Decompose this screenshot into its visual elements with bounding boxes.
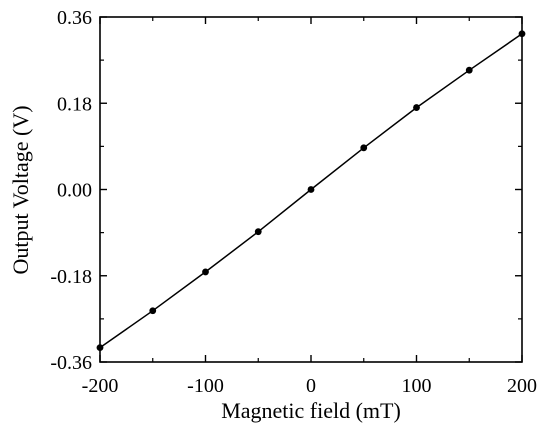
x-tick-label: -200	[82, 375, 119, 397]
y-tick-label: 0.36	[57, 7, 92, 29]
series-points	[96, 30, 526, 352]
x-tick-label: 0	[306, 375, 316, 397]
x-tick-label: -100	[187, 375, 224, 397]
data-point	[360, 144, 368, 152]
y-tick-label: 0.00	[57, 180, 92, 202]
data-point	[96, 344, 104, 352]
x-axis-title: Magnetic field (mT)	[221, 398, 401, 423]
y-tick-labels: -0.36 -0.18 0.00 0.18 0.36	[50, 7, 92, 374]
x-tick-label: 200	[507, 375, 537, 397]
data-point	[149, 307, 157, 315]
x-tick-labels: -200 -100 0 100 200	[82, 375, 537, 397]
data-point	[202, 268, 209, 276]
x-tick-label: 100	[402, 375, 432, 397]
data-point	[465, 66, 473, 74]
data-point	[307, 186, 315, 193]
data-point	[413, 104, 420, 111]
axis-ticks	[99, 16, 523, 363]
data-point	[518, 30, 526, 38]
data-point	[254, 228, 262, 236]
y-tick-label: -0.18	[50, 266, 92, 288]
y-tick-label: 0.18	[57, 93, 92, 115]
y-axis-title: Output Voltage (V)	[8, 105, 33, 274]
y-tick-label: -0.36	[50, 352, 92, 374]
